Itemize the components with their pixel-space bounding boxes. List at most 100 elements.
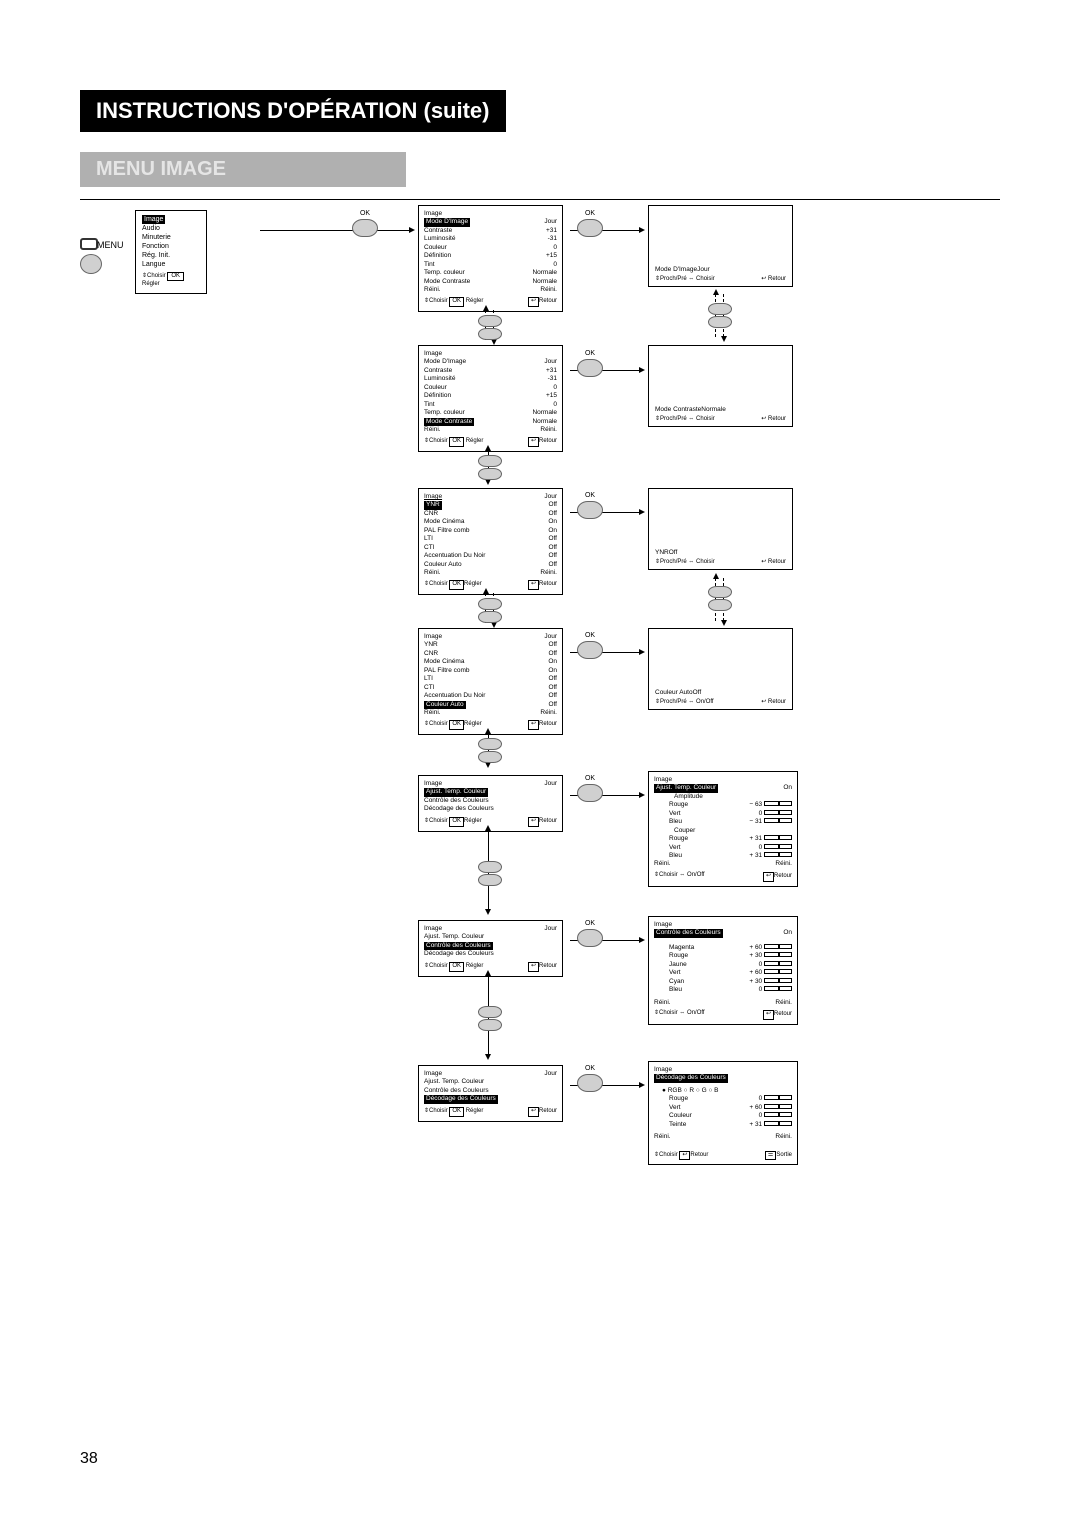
footer: ⇕Proch/Pré ⇔ On/Off↩ Retour	[655, 698, 786, 705]
r: Vert	[669, 810, 681, 818]
r: CNR	[424, 510, 438, 518]
v: Off	[548, 552, 557, 560]
ok-button	[577, 359, 603, 377]
v: Off	[548, 675, 557, 683]
r: LTI	[424, 535, 433, 543]
sel: Décodage des Couleurs	[424, 1095, 498, 1103]
sel: Contrôle des Couleurs	[654, 929, 723, 937]
label: Mode Contraste	[655, 406, 701, 413]
reini: Réini.	[654, 860, 671, 868]
r: Vert	[669, 844, 681, 852]
ok-button	[577, 501, 603, 519]
menu-selected: Image	[142, 215, 165, 224]
footer: ⇕Proch/Pré ⇔ Choisir↩ Retour	[655, 275, 786, 282]
color-control-box: ImageJour Ajust. Temp. Couleur Contrôle …	[418, 920, 563, 977]
reini: Réini.	[775, 1133, 792, 1141]
box-title: Image	[424, 210, 557, 218]
v: − 31	[749, 818, 762, 825]
r: Décodage des Couleurs	[424, 805, 557, 813]
ok-button	[577, 784, 603, 802]
v: On	[783, 929, 792, 937]
image-settings-box-2: Image Mode D'ImageJour Contraste+31 Lumi…	[418, 345, 563, 452]
r: Définition	[424, 392, 451, 400]
title: Image	[654, 1066, 792, 1074]
reini: Réini.	[775, 860, 792, 868]
sel: Ajust. Temp. Couleur	[654, 784, 718, 792]
r: Mode Contraste	[424, 278, 470, 286]
result-box-6: Image Contrôle des CouleursOn Magenta+ 6…	[648, 916, 798, 1025]
title: Image	[654, 776, 792, 784]
r: Couleur	[424, 384, 447, 392]
r: Ajust. Temp. Couleur	[424, 1078, 557, 1086]
v: +15	[546, 252, 557, 260]
v: +31	[546, 367, 557, 375]
ok-button	[577, 929, 603, 947]
menu-item: Minuterie	[142, 233, 200, 242]
r: CTI	[424, 684, 434, 692]
v: + 60	[749, 969, 762, 976]
r: PAL Filtre comb	[424, 527, 470, 535]
r: YNR	[424, 641, 438, 649]
r: Jaune	[669, 961, 687, 969]
v: + 31	[749, 1121, 762, 1128]
ok-label: OK	[350, 210, 380, 217]
r: Tint	[424, 261, 435, 269]
ok-button	[577, 641, 603, 659]
updn-buttons	[475, 860, 505, 887]
sel: Ajust. Temp. Couleur	[424, 788, 488, 796]
r: Temp. couleur	[424, 409, 465, 417]
v: − 63	[749, 801, 762, 808]
section: Couper	[654, 827, 792, 835]
ok-button-group: OK	[575, 210, 605, 239]
r: Décodage des Couleurs	[424, 950, 557, 958]
color-temp-box: ImageJour Ajust. Temp. Couleur Contrôle …	[418, 775, 563, 832]
result-box-4: Couleur AutoOff ⇕Proch/Pré ⇔ On/Off↩ Ret…	[648, 628, 793, 710]
updn-buttons	[475, 597, 505, 624]
page-title-gray: MENU IMAGE	[80, 152, 406, 187]
r: Teinte	[669, 1121, 686, 1129]
v: +15	[546, 392, 557, 400]
r: LTI	[424, 675, 433, 683]
v: Jour	[544, 358, 557, 366]
ok-label: OK	[575, 632, 605, 639]
r: Mode D'Image	[424, 358, 466, 366]
sel: Décodage des Couleurs	[654, 1074, 728, 1082]
title: Image	[424, 633, 442, 641]
result-box-5: Image Ajust. Temp. CouleurOn Amplitude R…	[648, 771, 798, 887]
footer: ⇕Proch/Pré ⇔ Choisir↩ Retour	[655, 415, 786, 422]
v: Off	[548, 544, 557, 552]
r: Magenta	[669, 944, 694, 952]
r: Réini.	[424, 569, 441, 577]
label: Mode D'Image	[655, 266, 697, 273]
reini: Réini.	[654, 999, 671, 1007]
menu-column: MENU Image Audio Minuterie Fonction Rég.…	[135, 210, 285, 294]
reini: Réini.	[775, 999, 792, 1007]
r: Réini.	[424, 709, 441, 717]
ok-label: OK	[575, 775, 605, 782]
updn-buttons	[705, 585, 735, 612]
r: Rouge	[669, 835, 688, 843]
r: Couleur	[669, 1112, 692, 1120]
ok-button-group: OK	[575, 350, 605, 379]
value: Jour	[697, 266, 710, 273]
footer: ⇕Proch/Pré ⇔ Choisir↩ Retour	[655, 558, 786, 565]
ok-label: OK	[575, 210, 605, 217]
v: On	[783, 784, 792, 792]
title: Image	[424, 925, 442, 933]
v: + 60	[749, 944, 762, 951]
v: 0	[553, 401, 557, 409]
reini: Réini.	[654, 1133, 671, 1141]
r: Rouge	[669, 952, 688, 960]
v: + 30	[749, 952, 762, 959]
color-decode-box: ImageJour Ajust. Temp. Couleur Contrôle …	[418, 1065, 563, 1122]
v: Off	[548, 561, 557, 569]
r: Luminosité	[424, 235, 455, 243]
ok-button	[352, 219, 378, 237]
value: Off	[693, 689, 702, 696]
v: On	[548, 527, 557, 535]
v: Réini.	[540, 286, 557, 294]
r: Cyan	[669, 978, 684, 986]
v: Off	[548, 692, 557, 700]
sel: Couleur Auto	[424, 701, 466, 709]
footer: ⇕Choisir ⇔ On/Off↩Retour	[654, 1010, 792, 1020]
